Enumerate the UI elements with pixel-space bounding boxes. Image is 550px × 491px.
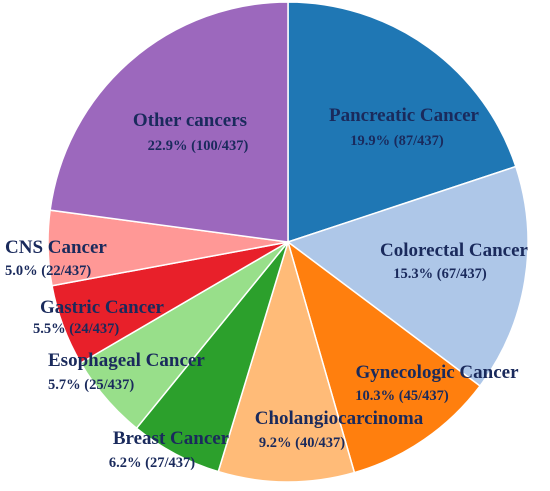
slice-value-cns-cancer: 5.0% (22/437) [5, 263, 91, 279]
slice-value-gastric-cancer: 5.5% (24/437) [33, 321, 119, 337]
pie-slices [47, 1, 529, 483]
pie-slice-colorectal-cancer [286, 165, 529, 388]
slice-value-colorectal-cancer: 15.3% (67/437) [393, 266, 487, 282]
pie-slice-other-cancers [49, 1, 289, 243]
slice-value-breast-cancer: 6.2% (27/437) [109, 455, 195, 471]
slice-value-pancreatic-cancer: 19.9% (87/437) [350, 133, 444, 149]
slice-label-breast-cancer: Breast Cancer [113, 428, 230, 449]
slice-value-cholangiocarcinoma: 9.2% (40/437) [259, 435, 345, 451]
slice-value-other-cancers: 22.9% (100/437) [148, 138, 249, 154]
pie-slice-cholangiocarcinoma [217, 239, 356, 483]
pie-slice-pancreatic-cancer [287, 1, 517, 244]
slice-label-other-cancers: Other cancers [133, 110, 247, 131]
slice-label-cns-cancer: CNS Cancer [5, 237, 107, 258]
slice-value-esophageal-cancer: 5.7% (25/437) [48, 377, 134, 393]
slice-label-esophageal-cancer: Esophageal Cancer [48, 350, 205, 371]
slice-label-gynecologic-cancer: Gynecologic Cancer [355, 362, 519, 383]
slice-label-pancreatic-cancer: Pancreatic Cancer [329, 105, 480, 126]
pie-slice-gynecologic-cancer [286, 240, 482, 474]
slice-label-cholangiocarcinoma: Cholangiocarcinoma [255, 408, 424, 429]
pie-labels: Pancreatic Cancer 19.9% (87/437) Colorecta… [5, 105, 529, 471]
slice-label-gastric-cancer: Gastric Cancer [40, 297, 165, 318]
slice-label-colorectal-cancer: Colorectal Cancer [380, 240, 528, 261]
slice-value-gynecologic-cancer: 10.3% (45/437) [355, 388, 449, 404]
